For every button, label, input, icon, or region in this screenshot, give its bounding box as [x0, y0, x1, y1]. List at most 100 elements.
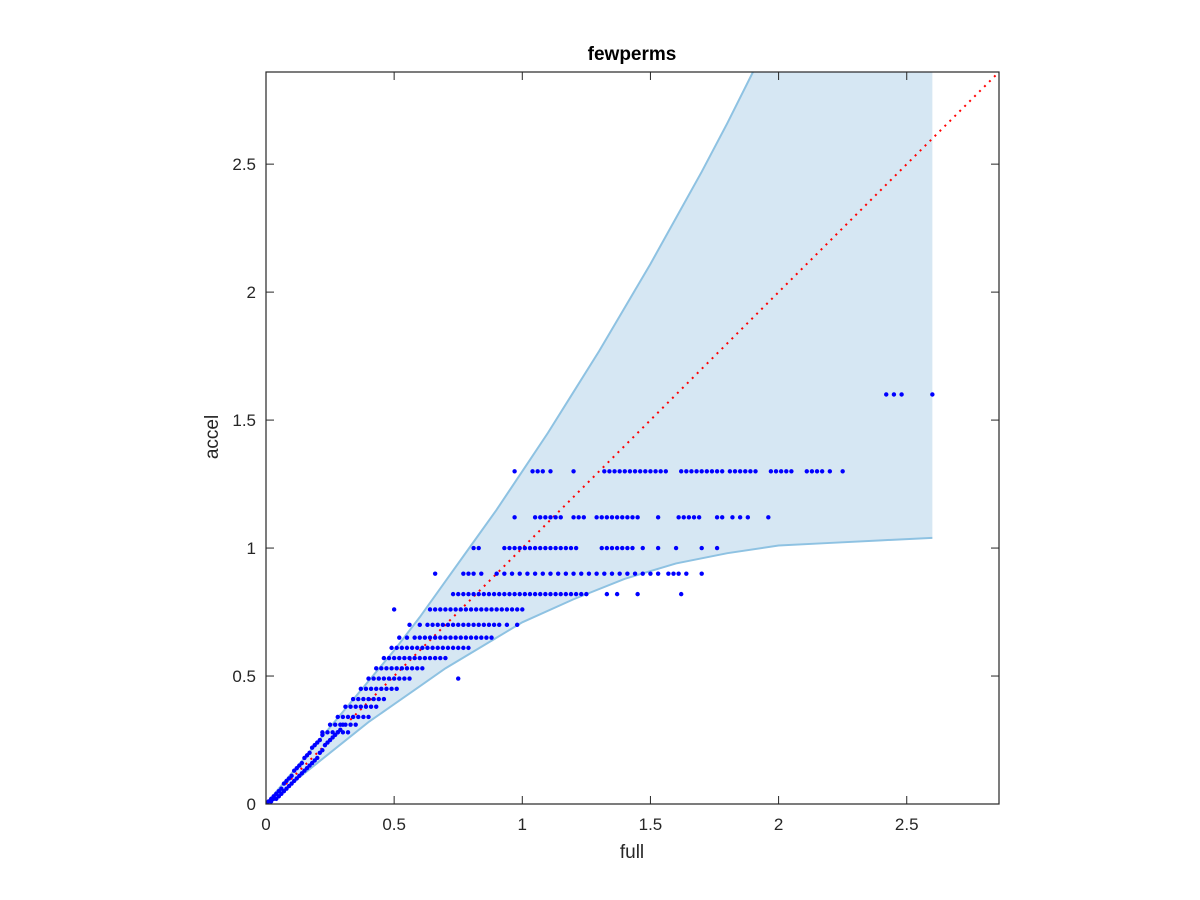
data-point [366, 676, 371, 681]
data-point [443, 635, 448, 640]
data-point [512, 545, 517, 551]
data-point [315, 755, 320, 761]
data-point [709, 469, 715, 474]
data-point [409, 645, 415, 651]
data-point [394, 645, 399, 651]
data-point [491, 622, 497, 628]
data-point [432, 635, 438, 640]
data-point [463, 635, 469, 640]
data-point [553, 591, 558, 597]
data-point [358, 704, 364, 709]
data-point [527, 591, 533, 597]
data-point [473, 607, 479, 612]
data-point [427, 655, 433, 661]
data-point [714, 545, 720, 551]
data-point [397, 655, 402, 661]
data-point [471, 622, 476, 628]
data-point [525, 571, 530, 576]
data-point [625, 545, 630, 551]
data-point [658, 469, 663, 474]
data-point [422, 635, 428, 640]
data-point [461, 571, 466, 576]
data-point [553, 545, 558, 551]
data-point [520, 607, 525, 612]
data-point [532, 515, 538, 520]
data-point [548, 571, 553, 576]
data-point [497, 622, 502, 628]
data-point [438, 607, 443, 612]
data-point [381, 676, 387, 681]
data-point [448, 607, 453, 612]
data-point [732, 469, 738, 474]
data-point [289, 773, 294, 779]
data-point [327, 722, 333, 727]
data-point [407, 622, 412, 628]
data-point [891, 392, 897, 397]
data-point [538, 515, 543, 520]
data-point [768, 469, 774, 474]
data-point [614, 515, 620, 520]
data-point [640, 545, 645, 551]
data-point [517, 571, 522, 576]
data-point [417, 655, 422, 661]
data-point [504, 622, 510, 628]
data-point [356, 696, 361, 702]
data-point [471, 571, 476, 576]
data-point [491, 591, 497, 597]
data-point [466, 591, 471, 597]
data-point [558, 591, 563, 597]
data-point [507, 591, 512, 597]
data-point [361, 696, 366, 702]
data-point [453, 635, 458, 640]
data-point [343, 704, 348, 709]
data-point [494, 571, 499, 576]
data-point [330, 730, 335, 735]
data-point [389, 645, 394, 651]
data-point [353, 704, 358, 709]
data-point [655, 515, 661, 520]
data-point [696, 515, 702, 520]
data-point [622, 469, 628, 474]
data-point [450, 622, 456, 628]
data-point [630, 515, 635, 520]
data-point [555, 571, 561, 576]
data-point [930, 392, 935, 397]
data-point [502, 571, 507, 576]
data-point [399, 666, 405, 671]
data-point [502, 591, 507, 597]
data-point [681, 515, 686, 520]
data-point [417, 635, 422, 640]
data-point [325, 730, 330, 735]
data-point [394, 666, 399, 671]
data-point [632, 469, 638, 474]
data-point [778, 469, 784, 474]
data-point [348, 722, 353, 727]
data-point [563, 591, 569, 597]
data-point [463, 607, 469, 612]
plot-area [266, 72, 999, 804]
data-point [586, 571, 592, 576]
data-point [427, 607, 433, 612]
data-point [379, 686, 384, 692]
chart-title: fewperms [588, 44, 677, 65]
data-point [784, 469, 789, 474]
data-point [694, 469, 699, 474]
data-point [543, 591, 548, 597]
data-point [466, 622, 471, 628]
data-point [737, 469, 743, 474]
data-point [699, 469, 704, 474]
data-point [343, 722, 348, 727]
data-point [476, 545, 481, 551]
data-point [614, 545, 620, 551]
data-point [753, 469, 758, 474]
x-axis-label: full [620, 842, 644, 863]
data-point [773, 469, 779, 474]
data-point [371, 696, 376, 702]
data-point [522, 591, 528, 597]
data-point [666, 571, 671, 576]
data-point [391, 607, 397, 612]
x-tick-label: 0 [261, 815, 270, 834]
data-point [530, 469, 535, 474]
data-point [727, 469, 733, 474]
